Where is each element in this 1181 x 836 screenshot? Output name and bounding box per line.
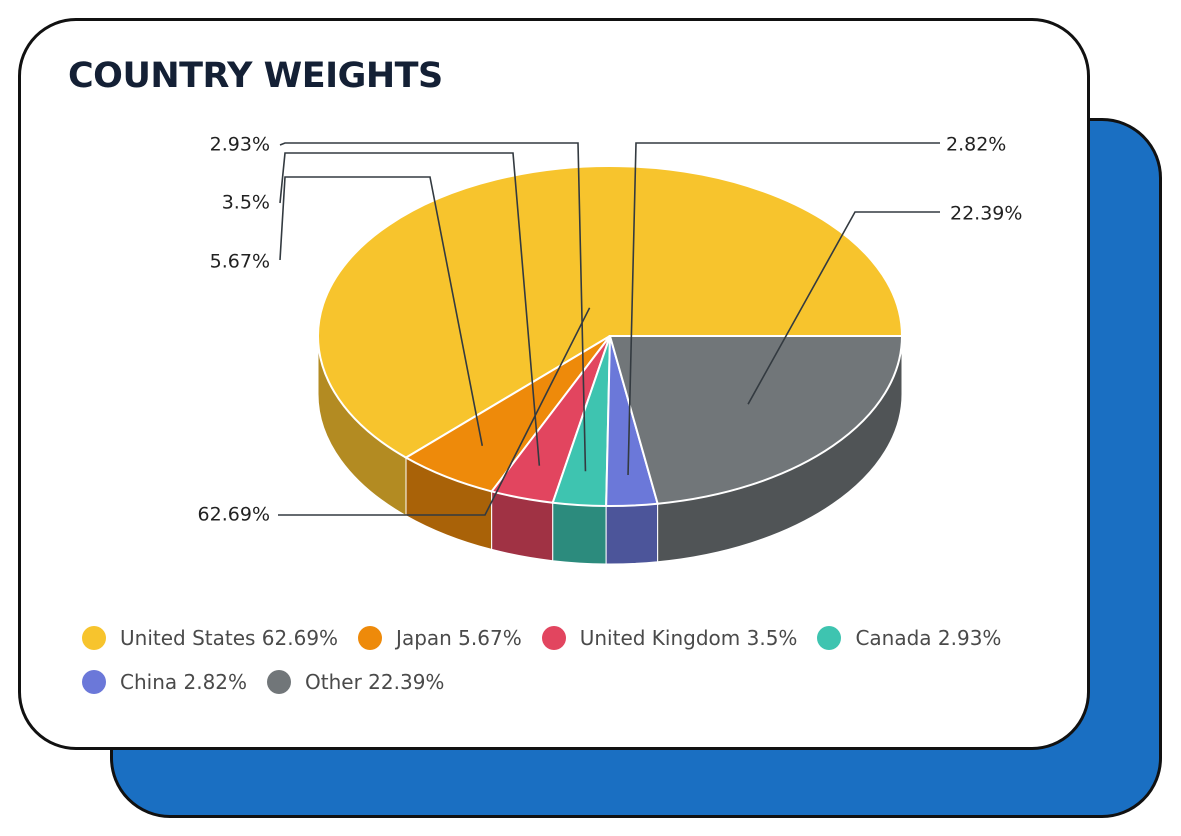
data-label-japan: 5.67% [210,251,270,273]
legend-item-united-states[interactable]: United States 62.69% [82,626,338,650]
legend-swatch-united-states [82,626,106,650]
chart-legend: United States 62.69% Japan 5.67% United Ki… [82,626,1072,694]
legend-label-canada: Canada 2.93% [855,626,1002,650]
legend-item-china[interactable]: China 2.82% [82,670,247,694]
slice-united-states [317,165,904,459]
chart-title: COUNTRY WEIGHTS [68,56,443,96]
legend-label-united-states: United States 62.69% [120,626,339,650]
slice-other [608,335,904,505]
leader-line-united-states [278,307,591,516]
leader-line-japan [279,176,484,446]
data-label-china: 2.82% [946,134,1006,156]
data-label-other: 22.39% [950,203,1022,225]
legend-swatch-other [267,670,292,694]
data-label-united-states: 62.69% [198,504,270,526]
legend-swatch-canada [817,626,842,650]
leader-line-china [627,142,940,476]
leader-line-canada [279,142,587,472]
legend-label-japan: Japan 5.67% [396,626,522,650]
leader-line-united-kingdom [279,152,541,466]
leader-line-other [747,211,940,405]
legend-item-other[interactable]: Other 22.39% [267,670,444,694]
legend-swatch-china [82,670,106,694]
slice-side-china [605,503,659,565]
legend-label-other: Other 22.39% [305,670,445,694]
legend-item-japan[interactable]: Japan 5.67% [358,626,522,650]
legend-swatch-japan [358,626,383,650]
slice-side-canada [552,502,607,565]
legend-label-china: China 2.82% [120,670,248,694]
data-label-canada: 2.93% [210,134,270,156]
legend-swatch-united-kingdom [541,626,566,650]
data-label-united-kingdom: 3.5% [222,192,270,214]
legend-item-united-kingdom[interactable]: United Kingdom 3.5% [541,626,798,650]
legend-item-canada[interactable]: Canada 2.93% [817,626,1001,650]
legend-label-united-kingdom: United Kingdom 3.5% [579,626,798,650]
